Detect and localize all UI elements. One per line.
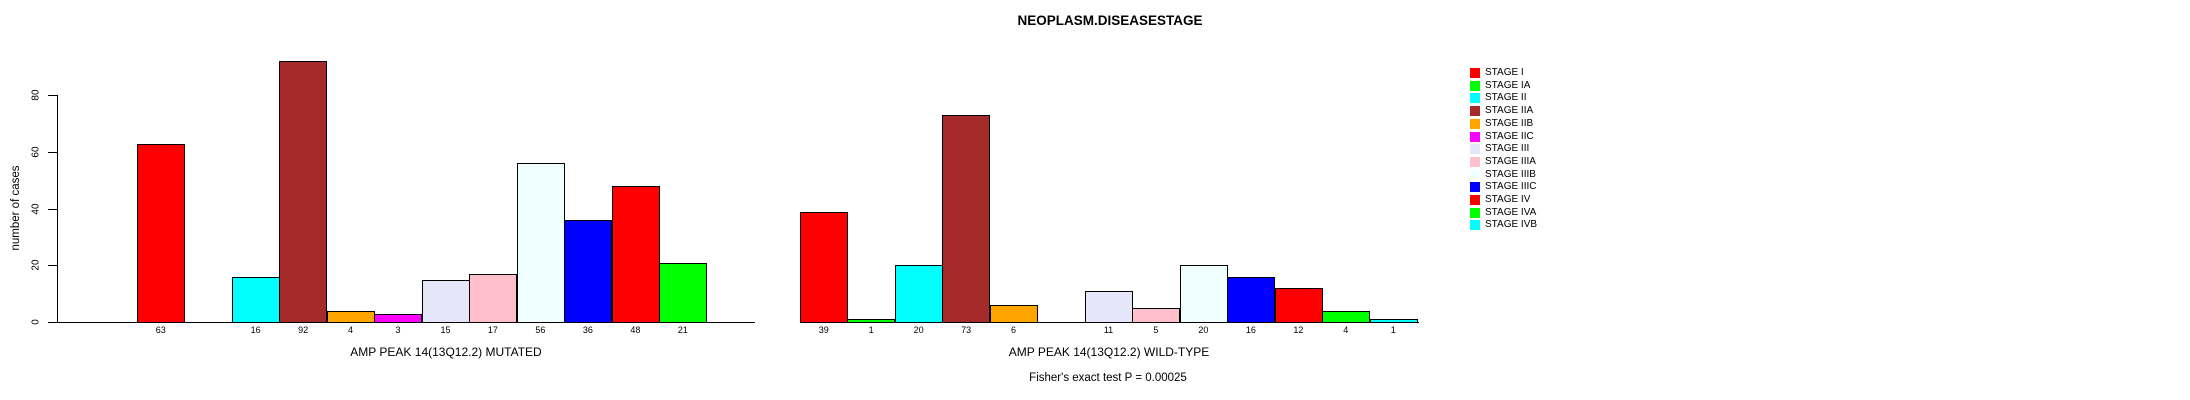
bar-stage-ii [895, 265, 943, 323]
bar-stage-iiia [1132, 308, 1180, 323]
bar-stage-iv [612, 186, 660, 323]
y-tick-label: 0 [30, 319, 42, 325]
y-tick [48, 95, 58, 96]
bar-stage-i [137, 144, 185, 323]
bar-stage-iiic [564, 220, 612, 323]
y-axis-label: number of cases [10, 165, 22, 251]
legend-swatch [1470, 195, 1480, 205]
bar-stage-iiic [1227, 277, 1275, 323]
legend-label: STAGE IV [1485, 194, 1531, 205]
legend-label: STAGE IIIB [1485, 169, 1536, 180]
legend-label: STAGE IIB [1485, 118, 1534, 129]
legend-swatch [1470, 119, 1480, 129]
legend-swatch [1470, 68, 1480, 78]
legend-label: STAGE IIC [1485, 131, 1534, 142]
bar-stage-iiia [469, 274, 517, 323]
bar-value-label: 92 [298, 325, 309, 335]
bar-stage-iib [990, 305, 1038, 323]
group-label-wild-type: AMP PEAK 14(13Q12.2) WILD-TYPE [1008, 345, 1210, 359]
bar-value-label: 4 [348, 325, 354, 335]
bar-value-label: 15 [440, 325, 451, 335]
bar-stage-i [800, 212, 848, 323]
bar-value-label: 48 [630, 325, 641, 335]
legend-label: STAGE II [1485, 92, 1527, 103]
bar-stage-iii [1085, 291, 1133, 323]
bar-stage-ia [847, 319, 895, 323]
legend-swatch [1470, 93, 1480, 103]
bar-value-label: 11 [1103, 325, 1114, 335]
bar-value-label: 20 [913, 325, 924, 335]
bar-value-label: 6 [1011, 325, 1017, 335]
legend-label: STAGE IVB [1485, 219, 1538, 230]
legend-swatch [1470, 106, 1480, 116]
y-tick [48, 209, 58, 210]
y-tick [48, 152, 58, 153]
bar-value-label: 5 [1153, 325, 1159, 335]
legend-label: STAGE IIIA [1485, 156, 1536, 167]
bar-stage-ii [232, 277, 280, 323]
bar-value-label: 3 [395, 325, 401, 335]
legend-swatch [1470, 220, 1480, 230]
legend-swatch [1470, 81, 1480, 91]
bar-value-label: 20 [1198, 325, 1209, 335]
legend-label: STAGE IA [1485, 80, 1531, 91]
bar-value-label: 39 [818, 325, 829, 335]
bar-value-label: 12 [1293, 325, 1304, 335]
bar-stage-iv [1275, 288, 1323, 323]
bar-stage-iii [422, 280, 470, 323]
bar-stage-iic [374, 314, 422, 323]
chart-title: NEOPLASM.DISEASESTAGE [1017, 13, 1203, 28]
legend-swatch [1470, 170, 1480, 180]
legend-swatch [1470, 208, 1480, 218]
bar-stage-iiib [517, 163, 565, 323]
bar-stage-ivb [1370, 319, 1418, 323]
bar-value-label: 21 [677, 325, 688, 335]
legend-label: STAGE III [1485, 143, 1530, 154]
bar-stage-iia [942, 115, 990, 323]
bar-value-label: 1 [868, 325, 874, 335]
group-label-mutated: AMP PEAK 14(13Q12.2) MUTATED [350, 345, 542, 359]
bar-value-label: 36 [582, 325, 593, 335]
y-tick-label: 40 [30, 203, 42, 215]
bar-value-label: 63 [155, 325, 166, 335]
legend-swatch [1470, 157, 1480, 167]
fisher-test-annotation: Fisher's exact test P = 0.00025 [1029, 372, 1187, 384]
bar-stage-iva [659, 263, 707, 323]
legend-label: STAGE IVA [1485, 207, 1537, 218]
legend-swatch [1470, 182, 1480, 192]
bar-value-label: 16 [1245, 325, 1256, 335]
bar-stage-iia [279, 61, 327, 323]
legend-swatch [1470, 132, 1480, 142]
bar-stage-iiib [1180, 265, 1228, 323]
legend-label: STAGE IIIC [1485, 181, 1537, 192]
bar-value-label: 16 [250, 325, 261, 335]
bar-value-label: 73 [961, 325, 972, 335]
y-tick [48, 322, 58, 323]
bar-stage-iva [1322, 311, 1370, 323]
legend-label: STAGE I [1485, 67, 1524, 78]
y-tick-label: 60 [30, 146, 42, 158]
bar-value-label: 56 [535, 325, 546, 335]
bar-value-label: 17 [487, 325, 498, 335]
y-tick-label: 80 [30, 89, 42, 101]
bar-value-label: 1 [1390, 325, 1396, 335]
y-tick-label: 20 [30, 259, 42, 271]
bar-stage-iib [327, 311, 375, 323]
legend-swatch [1470, 144, 1480, 154]
legend-label: STAGE IIA [1485, 105, 1534, 116]
y-tick [48, 265, 58, 266]
bar-value-label: 4 [1343, 325, 1349, 335]
